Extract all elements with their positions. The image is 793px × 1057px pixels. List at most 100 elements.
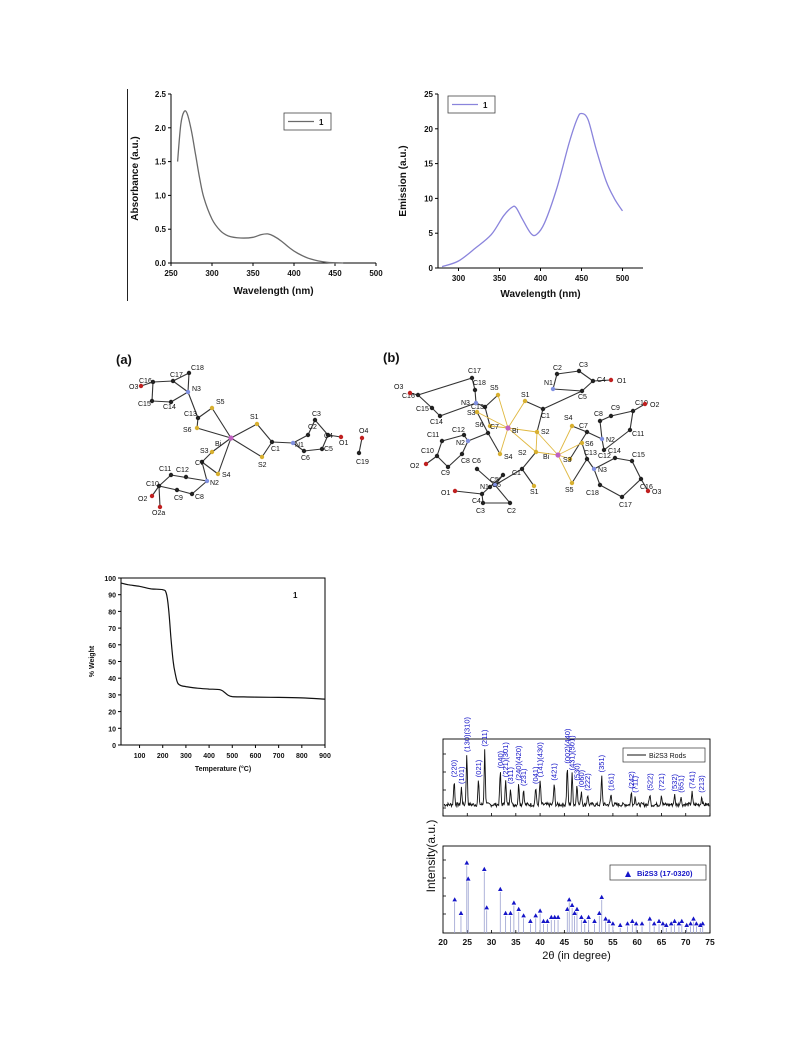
atom-s xyxy=(215,471,221,477)
atom-n xyxy=(473,400,479,406)
atom-c xyxy=(629,458,635,464)
series-line-0 xyxy=(120,582,326,700)
x-tick-label: 200 xyxy=(157,753,169,760)
bond xyxy=(593,468,601,486)
bond xyxy=(603,429,631,451)
reference-marker xyxy=(639,921,645,926)
atom-label: N2 xyxy=(606,437,615,444)
bond xyxy=(454,490,483,495)
atom-label: O1 xyxy=(339,440,348,447)
atom-label: C3 xyxy=(476,508,485,515)
atom-c xyxy=(482,404,488,410)
reference-marker xyxy=(688,921,693,926)
peak-label: (002)(440) xyxy=(563,728,572,764)
atom-c xyxy=(630,408,636,414)
reference-marker xyxy=(599,894,604,899)
atom-label: C10 xyxy=(146,481,159,488)
bond xyxy=(521,451,537,470)
atom-c xyxy=(554,371,560,377)
atom-c xyxy=(312,417,318,423)
x-axis-label: 2θ (in degree) xyxy=(542,950,611,962)
bond xyxy=(196,427,232,439)
atom-c xyxy=(429,405,435,411)
reference-marker xyxy=(633,921,639,926)
x-tick-label: 900 xyxy=(319,753,331,760)
atom-o xyxy=(423,461,429,467)
atom-c xyxy=(174,487,180,493)
peak-label: (711) xyxy=(631,775,640,792)
atom-c xyxy=(584,456,590,462)
y-tick-label: 90 xyxy=(108,593,116,600)
atom-c xyxy=(301,448,307,454)
legend-label: 1 xyxy=(319,118,324,127)
atom-label: C4 xyxy=(324,433,333,440)
x-tick-label: 65 xyxy=(657,937,667,947)
atom-label: C16 xyxy=(402,393,415,400)
bond xyxy=(152,380,174,383)
atom-label: C11 xyxy=(632,431,644,438)
atom-c xyxy=(638,476,644,482)
atom-label: C11 xyxy=(159,466,171,473)
x-tick-label: 70 xyxy=(681,937,691,947)
coordination-bond xyxy=(497,394,509,429)
atom-label: C1 xyxy=(512,470,521,477)
atom-o xyxy=(138,383,144,389)
atom-label: C13 xyxy=(471,404,484,411)
reference-marker xyxy=(537,908,543,913)
atom-c xyxy=(507,500,513,506)
reference-marker xyxy=(565,906,570,911)
reference-marker xyxy=(555,914,561,919)
bond xyxy=(484,406,491,427)
bond xyxy=(321,434,329,450)
y-tick-label: 10 xyxy=(108,726,116,733)
bond xyxy=(571,425,588,433)
atom-label: C17 xyxy=(170,372,183,379)
atom-label: C9 xyxy=(441,470,450,477)
atom-c xyxy=(189,491,195,497)
bond xyxy=(358,437,363,454)
coordination-bond xyxy=(507,427,537,453)
atom-bi xyxy=(505,425,511,431)
atom-n xyxy=(492,482,498,488)
atom-o xyxy=(407,390,413,396)
bond xyxy=(578,370,594,382)
atom-n xyxy=(591,466,597,472)
bond xyxy=(494,484,511,504)
reference-marker xyxy=(668,921,674,926)
reference-marker xyxy=(606,918,612,923)
atom-label: C15 xyxy=(138,401,151,408)
x-tick-label: 20 xyxy=(438,937,448,947)
atom-label: C13 xyxy=(584,450,597,457)
atom-s xyxy=(533,449,539,455)
reference-marker xyxy=(597,910,602,915)
y-tick-label: 50 xyxy=(108,660,116,667)
coordination-bond xyxy=(476,411,509,429)
reference-marker xyxy=(664,922,669,927)
bond xyxy=(425,455,438,465)
x-tick-label: 300 xyxy=(452,274,466,283)
x-tick-label: 500 xyxy=(616,274,630,283)
atom-n xyxy=(185,389,191,395)
bond xyxy=(292,442,305,452)
atom-o xyxy=(642,401,648,407)
atom-c xyxy=(469,375,475,381)
bond xyxy=(303,448,323,452)
x-tick-label: 35 xyxy=(511,937,521,947)
bond xyxy=(197,407,213,419)
reference-marker xyxy=(572,910,577,915)
atom-label: O2a xyxy=(152,510,165,517)
legend: 1 xyxy=(283,112,332,131)
atom-label: N3 xyxy=(598,467,607,474)
atom-label: C4 xyxy=(597,377,606,384)
atom-c xyxy=(305,432,311,438)
atom-label: O2 xyxy=(650,402,659,409)
peak-label: (522) xyxy=(645,773,654,791)
atom-s xyxy=(194,425,200,431)
peak-label: (040) xyxy=(496,750,505,768)
peak-label: (421) xyxy=(550,763,559,781)
atom-s xyxy=(487,423,493,429)
atom-c xyxy=(597,482,603,488)
reference-marker xyxy=(549,914,554,919)
peak-label: (741) xyxy=(688,771,697,789)
peak-label: (141)(430) xyxy=(536,742,545,778)
